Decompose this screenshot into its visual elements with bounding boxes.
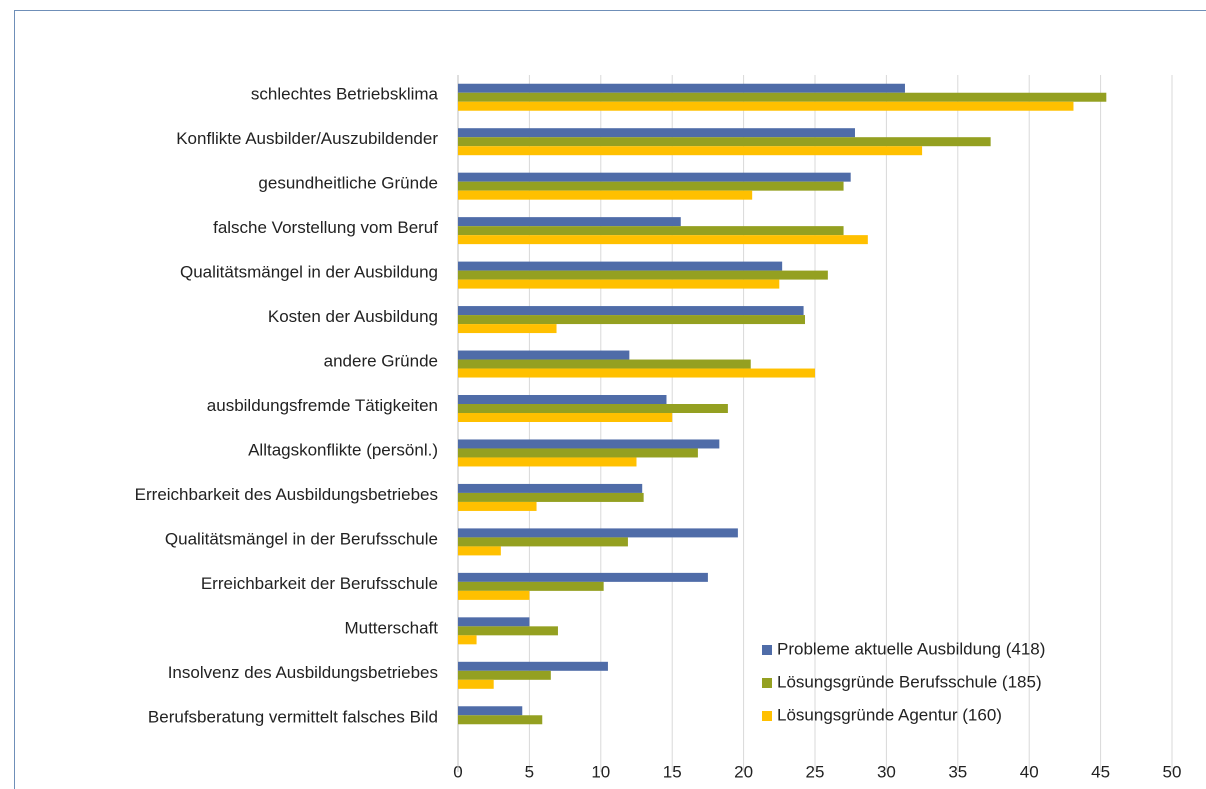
legend-swatch [762,678,772,688]
legend-label: Lösungsgründe Agentur (160) [777,705,1002,724]
bar [458,581,604,591]
bar [458,706,523,716]
bar [458,457,637,467]
x-tick-label: 40 [1020,762,1039,781]
bar [458,146,923,156]
bar [458,715,543,725]
y-tick-label: andere Gründe [324,352,438,371]
bar [458,172,851,182]
bar [458,315,806,325]
bar [458,306,804,316]
bar [458,190,753,200]
bar [458,217,681,227]
bar [458,635,477,645]
bar [458,528,738,538]
bar [458,413,673,422]
y-tick-label: ausbildungsfremde Tätigkeiten [207,396,438,415]
y-tick-label: Alltagskonflikte (persönl.) [248,440,438,459]
bar [458,324,557,334]
y-tick-label: Kosten der Ausbildung [268,307,438,326]
x-tick-label: 20 [734,762,753,781]
legend-label: Lösungsgründe Berufsschule (185) [777,672,1042,691]
bar [458,501,537,511]
bar [458,279,780,289]
bar [458,101,1074,111]
y-tick-label: gesundheitliche Gründe [258,174,438,193]
y-tick-label: Konflikte Ausbilder/Auszubildender [176,129,438,148]
bar [458,270,828,280]
x-tick-label: 25 [806,762,825,781]
y-tick-label: Erreichbarkeit des Ausbildungsbetriebes [135,485,438,504]
bar [458,439,720,449]
y-tick-label: Insolvenz des Ausbildungsbetriebes [168,663,438,682]
x-tick-label: 10 [591,762,610,781]
x-tick-label: 15 [663,762,682,781]
bar [458,590,530,600]
bar [458,235,868,245]
bar [458,492,644,502]
y-tick-label: Qualitätsmängel in der Ausbildung [180,263,438,282]
legend-swatch [762,645,772,655]
x-tick-label: 35 [948,762,967,781]
bar [458,661,608,671]
y-tick-label: Qualitätsmängel in der Berufsschule [165,529,438,548]
bar [458,404,728,413]
bar [458,626,558,636]
x-tick-label: 30 [877,762,896,781]
bar [458,137,991,147]
y-tick-label: Mutterschaft [344,618,438,637]
bar [458,546,501,556]
bar [458,483,643,493]
bar [458,572,708,582]
legend-label: Probleme aktuelle Ausbildung (418) [777,639,1045,658]
bar [458,261,783,271]
bar [458,128,855,138]
bar [458,359,751,369]
bar [458,226,844,236]
bar [458,181,844,191]
bar [458,92,1107,102]
bar [458,679,494,689]
x-tick-label: 50 [1163,762,1182,781]
y-tick-label: falsche Vorstellung vom Beruf [213,218,438,237]
bar [458,537,628,547]
x-tick-label: 5 [525,762,534,781]
x-tick-label: 45 [1091,762,1110,781]
bar [458,83,905,93]
bar [458,617,530,627]
bar [458,350,630,360]
bar [458,395,667,404]
y-tick-label: schlechtes Betriebsklima [251,85,439,104]
y-tick-label: Berufsberatung vermittelt falsches Bild [148,707,438,726]
bar [458,670,551,680]
bar [458,368,815,378]
bar [458,448,698,458]
legend-swatch [762,711,772,721]
y-tick-label: Erreichbarkeit der Berufsschule [201,574,438,593]
